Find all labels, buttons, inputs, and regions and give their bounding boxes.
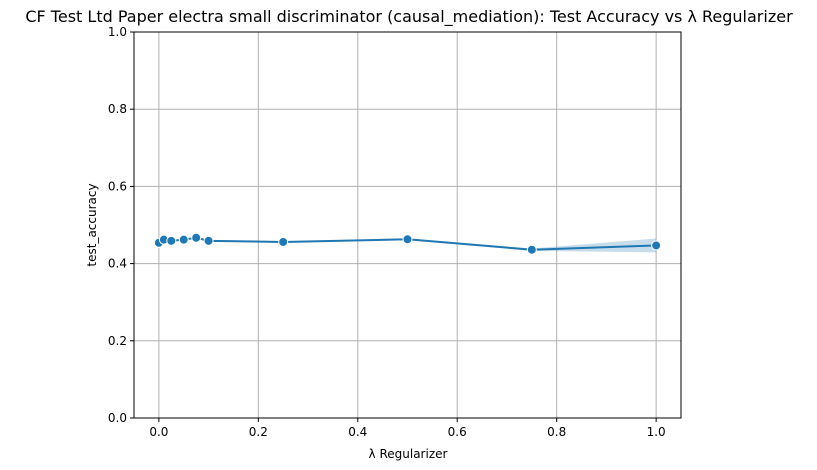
data-point [203,235,214,246]
x-axis-label: λ Regularizer [369,447,448,461]
grid-lines [134,31,681,419]
x-tick-label: 0.2 [249,425,268,439]
x-axis-ticks: 0.0 0.2 0.4 0.6 0.8 1.0 [149,418,666,439]
x-tick-label: 0.4 [348,425,367,439]
y-axis-label: test_accuracy [85,183,99,266]
data-markers [153,232,662,255]
chart-title: CF Test Ltd Paper electra small discrimi… [25,7,793,27]
data-point [278,236,289,247]
x-tick-label: 0.0 [149,425,168,439]
data-point [402,234,413,245]
y-tick-label: 0.0 [108,411,127,425]
x-tick-label: 0.8 [547,425,566,439]
y-tick-label: 0.4 [108,257,127,271]
data-point [651,240,662,251]
y-tick-label: 1.0 [108,25,127,39]
y-tick-label: 0.2 [108,334,127,348]
y-tick-label: 0.6 [108,179,127,193]
data-point [526,244,537,255]
data-point [166,235,177,246]
plot-frame [133,31,682,419]
data-point [191,232,202,243]
y-tick-label: 0.8 [108,102,127,116]
x-tick-label: 0.6 [448,425,467,439]
x-tick-label: 1.0 [647,425,666,439]
data-point [178,234,189,245]
y-axis-ticks: 0.0 0.2 0.4 0.6 0.8 1.0 [108,25,134,425]
